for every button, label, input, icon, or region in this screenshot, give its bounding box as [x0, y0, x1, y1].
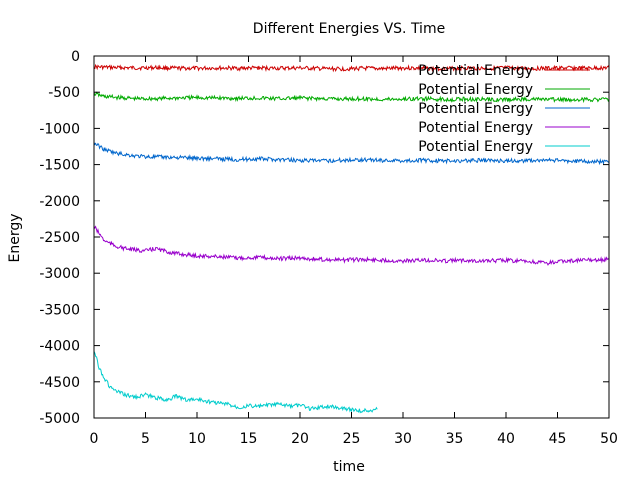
y-tick-label: -1500 — [39, 158, 80, 174]
legend-label-3: Potential Energy — [418, 101, 533, 117]
x-tick-label: 10 — [188, 431, 206, 447]
x-axis-label: time — [333, 459, 365, 475]
x-tick-label: 25 — [343, 431, 361, 447]
x-tick-label: 30 — [394, 431, 412, 447]
y-tick-label: -5000 — [39, 411, 80, 427]
y-tick-label: -2500 — [39, 230, 80, 246]
series-line-3 — [93, 142, 610, 166]
y-tick-label: -4500 — [39, 375, 80, 391]
x-tick-label: 0 — [90, 431, 99, 447]
x-tick-label: 35 — [446, 431, 464, 447]
axis-ticks: 0 5 10 15 20 25 30 35 40 45 50 0 -500 -1000 -1500 -2000… — [39, 49, 618, 447]
legend-label-5: Potential Energy — [418, 139, 533, 155]
series-line-2 — [93, 91, 610, 104]
y-axis-label: Energy — [7, 213, 23, 262]
y-tick-label: 0 — [71, 49, 80, 65]
y-tick-label: -1000 — [39, 121, 80, 137]
y-tick-label: -3000 — [39, 266, 80, 282]
x-tick-label: 45 — [549, 431, 567, 447]
x-tick-label: 20 — [291, 431, 309, 447]
series-line-4 — [93, 225, 610, 266]
chart-title: Different Energies VS. Time — [253, 21, 445, 37]
x-tick-label: 5 — [141, 431, 150, 447]
y-tick-label: -500 — [48, 85, 80, 101]
y-tick-label: -4000 — [39, 339, 80, 355]
series-group — [93, 63, 610, 414]
legend-label-2: Potential Energy — [418, 82, 533, 98]
x-tick-label: 15 — [240, 431, 258, 447]
legend-label-4: Potential Energy — [418, 120, 533, 136]
y-tick-label: -3500 — [39, 302, 80, 318]
legend-label-1: Potential Energy — [418, 63, 533, 79]
y-tick-label: -2000 — [39, 194, 80, 210]
series-line-1 — [93, 63, 610, 73]
x-tick-label: 40 — [497, 431, 515, 447]
x-tick-label: 50 — [600, 431, 618, 447]
legend: Potential Energy Potential Energy Potentia… — [418, 63, 590, 155]
series-line-5 — [93, 351, 378, 414]
